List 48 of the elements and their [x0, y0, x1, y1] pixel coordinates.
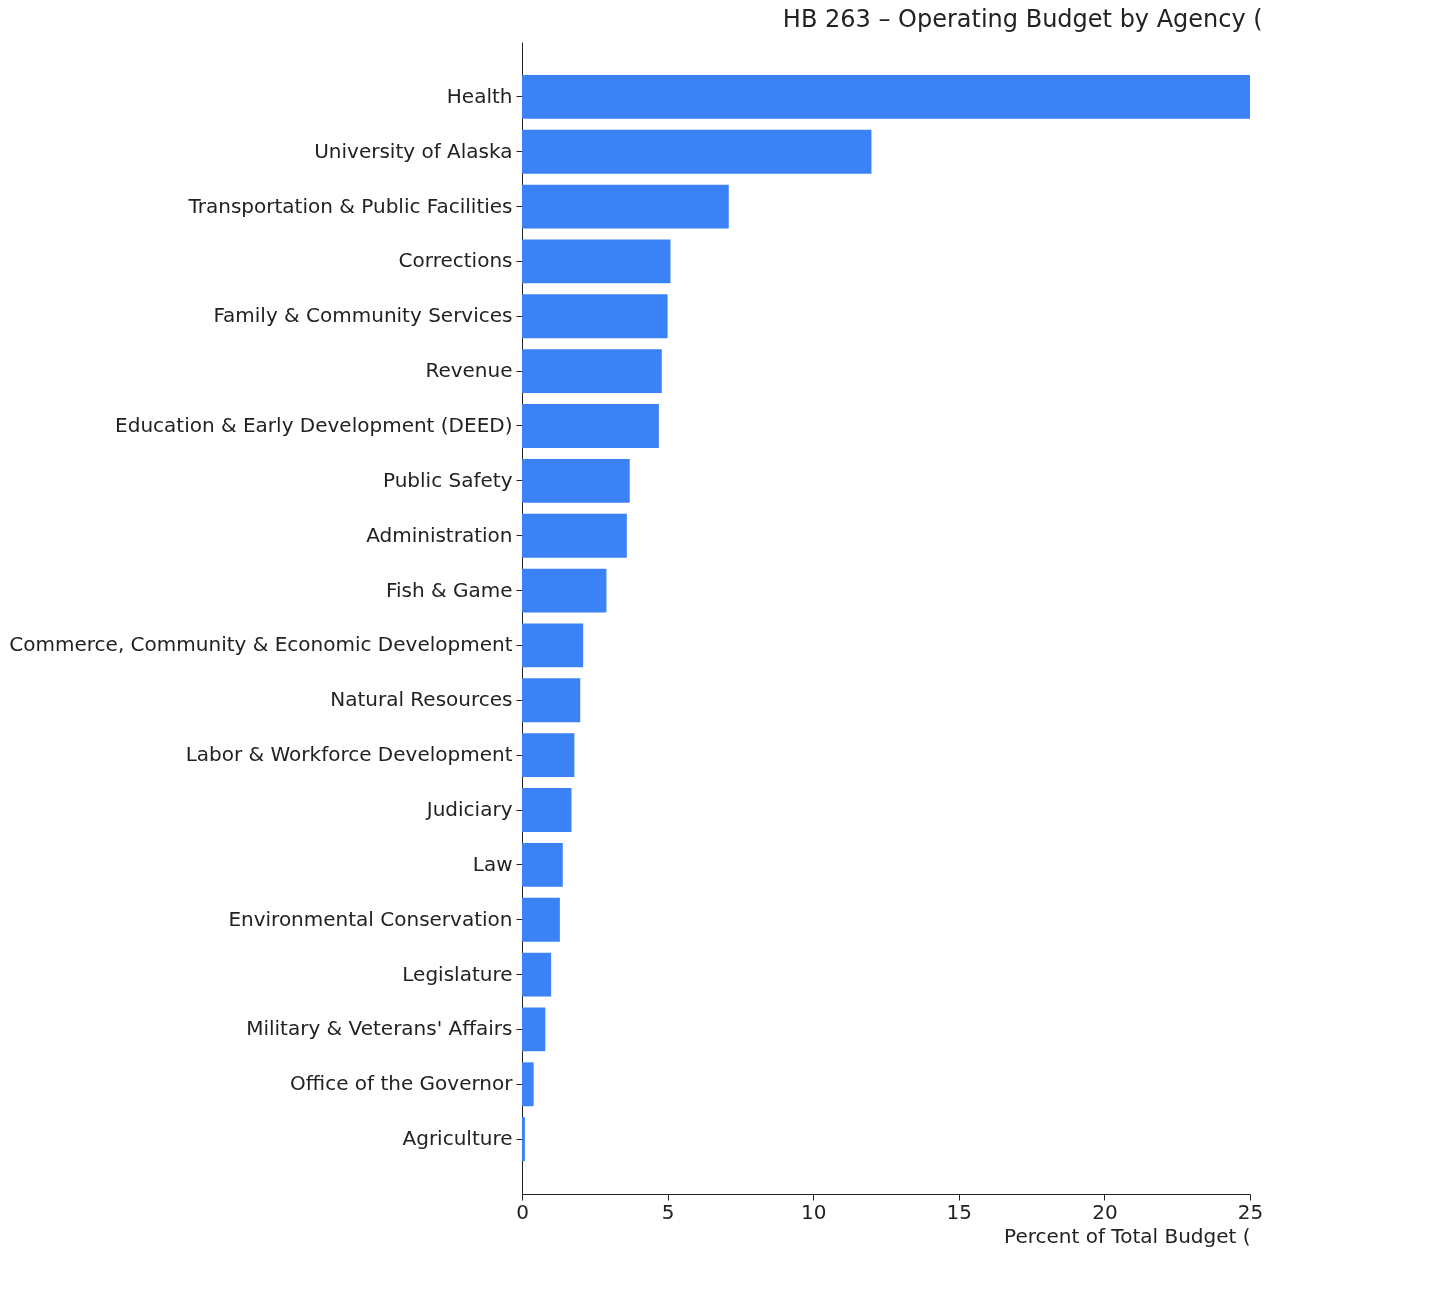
y-tick-label: Education & Early Development (DEED): [115, 413, 513, 437]
x-tick-label: 25: [1237, 1199, 1264, 1224]
y-tick-label: Commerce, Community & Economic Development: [9, 632, 513, 657]
bar: [522, 897, 560, 942]
bar: [522, 623, 584, 668]
bar: [522, 74, 1250, 119]
y-tick-label: Corrections: [398, 248, 513, 273]
bar: [522, 1117, 525, 1162]
x-tick-label: 20: [1092, 1199, 1118, 1224]
y-tick-label: Law: [472, 851, 513, 876]
bar: [522, 404, 659, 448]
x-tick-label: 5: [661, 1199, 675, 1224]
bar: [522, 1062, 534, 1107]
y-tick-label: Legislature: [402, 961, 513, 986]
bar: [522, 184, 729, 229]
bar: [522, 952, 552, 997]
bar: [522, 349, 662, 394]
bar: [522, 513, 627, 558]
y-tick-label: Natural Resources: [330, 687, 513, 712]
bar: [522, 678, 581, 723]
x-tick-label: 0: [516, 1199, 529, 1224]
y-tick-label: Agriculture: [402, 1126, 513, 1151]
y-tick-label: Administration: [366, 522, 513, 547]
y-tick-label: Environmental Conservation: [228, 906, 513, 931]
y-tick-label: Health: [446, 83, 513, 108]
y-tick-label: Labor & Workforce Development: [185, 742, 513, 767]
bar: [522, 733, 575, 778]
y-tick-label: Family & Community Services: [213, 303, 513, 328]
y-tick-label: Public Safety: [382, 467, 513, 492]
y-tick-label: Military & Veterans' Affairs: [246, 1016, 513, 1041]
x-tick-label: 15: [946, 1199, 973, 1224]
y-tick-label: Fish & Game: [385, 577, 513, 602]
bar: [522, 788, 572, 832]
x-tick-label: 10: [800, 1199, 827, 1224]
bar: [522, 239, 671, 284]
chart-title: HB 263 – Operating Budget by Agency (: [782, 5, 1263, 33]
y-tick-label: Transportation & Public Facilities: [187, 193, 513, 218]
y-tick-label: Revenue: [425, 358, 513, 383]
x-axis-title: Percent of Total Budget (: [1004, 1223, 1251, 1248]
bar: [522, 458, 630, 503]
bar: [522, 129, 872, 174]
y-tick-label: Office of the Governor: [290, 1071, 514, 1096]
y-tick-label: Judiciary: [424, 797, 513, 821]
bar: [522, 294, 668, 339]
bar: [522, 1007, 546, 1052]
bar: [522, 568, 607, 613]
bar: [522, 842, 563, 887]
y-tick-label: University of Alaska: [314, 138, 513, 163]
